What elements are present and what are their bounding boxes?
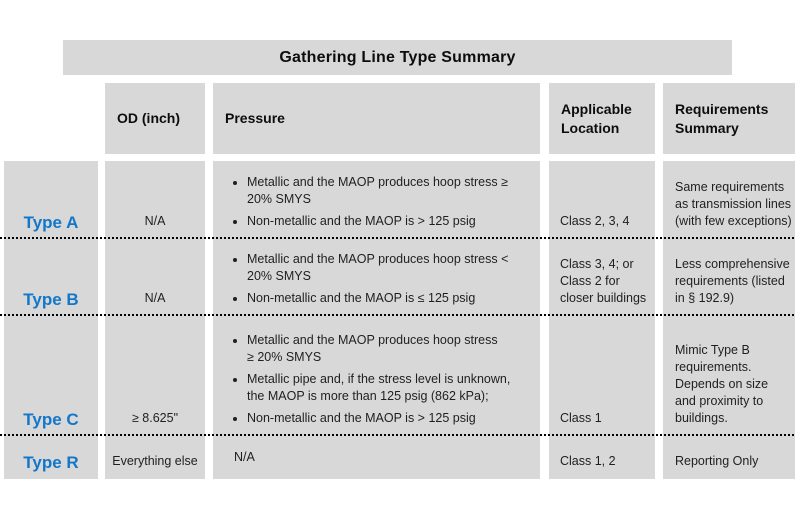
cell-pressure-type-r: N/A <box>213 436 540 479</box>
cell-pressure-type-b: Metallic and the MAOP produces hoop stre… <box>213 239 540 316</box>
pressure-bullet: Non-metallic and the MAOP is > 125 psig <box>247 410 530 427</box>
pressure-bullet-list: Metallic and the MAOP produces hoop stre… <box>213 174 530 230</box>
cell-location-type-c: Class 1 <box>549 316 655 436</box>
col-header-od: OD (inch) <box>105 83 205 154</box>
pressure-bullet: Metallic pipe and, if the stress level i… <box>247 371 530 405</box>
cell-requirements-type-r: Reporting Only <box>663 436 795 479</box>
cell-od-type-b: N/A <box>105 239 205 316</box>
table-title: Gathering Line Type Summary <box>279 48 516 66</box>
cell-od-type-c: ≥ 8.625" <box>105 316 205 436</box>
cell-requirements-type-b: Less comprehensive requirements (listed … <box>663 239 795 316</box>
row-separator-dotted-line <box>0 237 795 239</box>
row-label-type-c: Type C <box>4 316 98 436</box>
pressure-bullet: Metallic and the MAOP produces hoop stre… <box>247 174 530 208</box>
pressure-bullet-list: Metallic and the MAOP produces hoop stre… <box>213 332 530 427</box>
row-label-type-a: Type A <box>4 161 98 239</box>
cell-pressure-type-a: Metallic and the MAOP produces hoop stre… <box>213 161 540 239</box>
cell-requirements-type-a: Same requirements as transmission lines … <box>663 161 795 239</box>
col-header-requirements-summary: Requirements Summary <box>663 83 795 154</box>
cell-od-type-r: Everything else <box>105 436 205 479</box>
cell-requirements-type-c: Mimic Type B requirements. Depends on si… <box>663 316 795 436</box>
table-title-banner: Gathering Line Type Summary <box>63 40 732 75</box>
cell-location-type-r: Class 1, 2 <box>549 436 655 479</box>
row-label-type-b: Type B <box>4 239 98 316</box>
cell-pressure-type-c: Metallic and the MAOP produces hoop stre… <box>213 316 540 436</box>
pressure-bullet: Non-metallic and the MAOP is ≤ 125 psig <box>247 290 530 307</box>
cell-location-type-b: Class 3, 4; or Class 2 for closer buildi… <box>549 239 655 316</box>
pressure-bullet-list: Metallic and the MAOP produces hoop stre… <box>213 251 530 307</box>
row-separator-dotted-line <box>0 434 795 436</box>
pressure-bullet: Non-metallic and the MAOP is > 125 psig <box>247 213 530 230</box>
col-header-pressure: Pressure <box>213 83 540 154</box>
pressure-bullet: Metallic and the MAOP produces hoop stre… <box>247 332 530 366</box>
row-separator-dotted-line <box>0 314 795 316</box>
col-header-applicable-location: Applicable Location <box>549 83 655 154</box>
cell-location-type-a: Class 2, 3, 4 <box>549 161 655 239</box>
pressure-bullet: Metallic and the MAOP produces hoop stre… <box>247 251 530 285</box>
cell-od-type-a: N/A <box>105 161 205 239</box>
row-label-type-r: Type R <box>4 436 98 479</box>
